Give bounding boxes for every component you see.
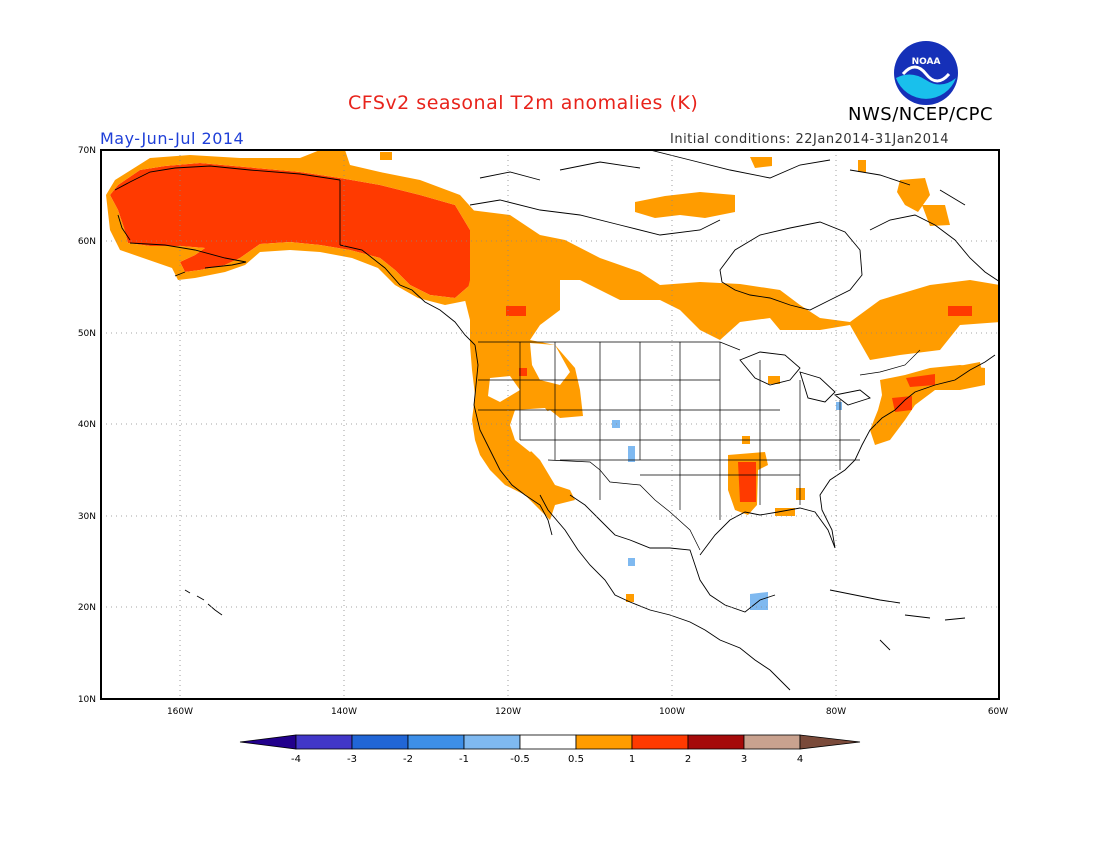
organization-label: NWS/NCEP/CPC (848, 104, 994, 125)
lat-label: 30N (78, 512, 96, 522)
map-frame (100, 149, 1000, 700)
season-label: May-Jun-Jul 2014 (100, 129, 245, 148)
near-normal-great-basin (488, 376, 520, 402)
colorbar-tick-label: 3 (741, 754, 747, 765)
noaa-logo: NOAA (894, 41, 958, 105)
anomaly-region-northeast-red (906, 374, 935, 387)
lat-label: 20N (78, 603, 96, 613)
lat-label: 70N (78, 146, 96, 156)
anomaly-fill-layer (106, 150, 999, 610)
colorbar-box (631, 734, 689, 750)
lon-label: 160W (167, 707, 193, 717)
cool-cell-ohio (836, 402, 842, 410)
anomaly-region-alaska-fringe (106, 150, 486, 305)
anomaly-region-arctic-2 (750, 157, 772, 168)
us-mexico-border (547, 459, 701, 551)
chart-title: CFSv2 seasonal T2m anomalies (K) (348, 92, 699, 114)
anomaly-region-arctic-3 (858, 160, 866, 172)
longitude-labels: 160W 140W 120W 100W 80W 60W (167, 707, 1008, 717)
lon-label: 100W (659, 707, 685, 717)
coastline-arctic (469, 150, 966, 236)
coastline-caribbean (829, 589, 966, 651)
anomaly-region-maritimes-red (948, 306, 972, 316)
anomaly-region-western-canada (465, 210, 999, 520)
anomaly-region-arctic-5 (922, 205, 950, 226)
anomaly-region-arctic-4 (897, 178, 930, 212)
coastline-pacific-us (473, 344, 791, 691)
lon-label: 120W (495, 707, 521, 717)
anomaly-region-northeast (870, 365, 985, 445)
anomaly-region-nova-scotia (948, 362, 983, 382)
anomaly-region-alabama (796, 488, 805, 500)
colorbar (239, 734, 861, 750)
coastline-hudson-bay (719, 221, 863, 311)
great-lakes (739, 351, 871, 406)
anomaly-region-oregon-red (519, 368, 527, 376)
colorbar-labels: -4 -3 -2 -1 -0.5 0.5 1 2 3 4 (291, 754, 803, 765)
svg-text:NOAA: NOAA (912, 57, 941, 67)
anomaly-region-lower-mississippi-red (738, 462, 756, 502)
colorbar-tick-label: 1 (629, 754, 635, 765)
anomaly-region-michigan (768, 376, 780, 384)
lat-label: 60N (78, 237, 96, 247)
colorbar-tick-label: 0.5 (568, 754, 584, 765)
lat-label: 50N (78, 329, 96, 339)
colorbar-box (351, 734, 409, 750)
coastline-alaska (114, 165, 476, 346)
colorbar-lower-arrow (239, 734, 297, 750)
colorbar-tick-label: -3 (347, 754, 357, 765)
lon-label: 80W (826, 707, 846, 717)
coastline-layer (114, 150, 999, 691)
colorbar-box (687, 734, 745, 750)
lat-label: 10N (78, 695, 96, 705)
colorbar-box (295, 734, 353, 750)
coastline-hawaii (184, 589, 223, 616)
near-normal-idaho (530, 343, 570, 385)
anomaly-region-mexico (626, 594, 634, 602)
lon-label: 140W (331, 707, 357, 717)
colorbar-tick-label: -4 (291, 754, 301, 765)
state-lines (478, 342, 860, 520)
lat-label: 40N (78, 420, 96, 430)
cool-cell-new-mexico (628, 446, 635, 462)
lon-label: 60W (988, 707, 1008, 717)
colorbar-box (575, 734, 633, 750)
near-normal-nevada (510, 408, 555, 452)
colorbar-upper-arrow (799, 734, 861, 750)
colorbar-tick-label: -0.5 (510, 754, 530, 765)
coastline-labrador (869, 214, 999, 282)
anomaly-region-bc-red (506, 306, 526, 316)
anomaly-region-alaska (110, 163, 475, 298)
colorbar-box (519, 734, 577, 750)
colorbar-box (407, 734, 465, 750)
colorbar-box (743, 734, 801, 750)
state-borders-layer (478, 341, 921, 551)
colorbar-tick-label: 2 (685, 754, 691, 765)
anomaly-region-arctic-6 (380, 152, 392, 160)
cool-cell-mexico (628, 558, 635, 566)
colorbar-tick-label: 4 (797, 754, 803, 765)
colorbar-box (463, 734, 521, 750)
latitude-labels: 70N 60N 50N 40N 30N 20N 10N (78, 146, 96, 705)
coastline-gulf (569, 354, 996, 613)
colorbar-tick-label: -1 (459, 754, 469, 765)
initial-conditions-label: Initial conditions: 22Jan2014-31Jan2014 (670, 132, 950, 147)
colorbar-tick-label: -2 (403, 754, 413, 765)
anomaly-region-arctic-1 (635, 192, 735, 218)
